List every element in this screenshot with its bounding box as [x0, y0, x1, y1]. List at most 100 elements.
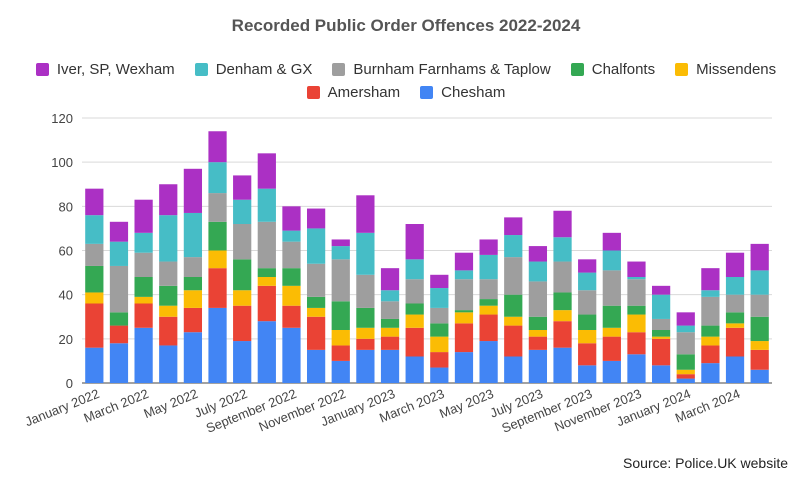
bar-segment-chalfonts: Chalfonts — Feb 2023: 5 — [405, 303, 424, 315]
bar-segment-iver-sp-wexham: Iver, SP, Wexham — Mar 2024: 11 — [725, 252, 745, 277]
bar-segment-iver-sp-wexham: Iver, SP, Wexham — Oct 2022: 9 — [306, 208, 326, 229]
bar-segment-amersham: Amersham — Jun 2023: 14 — [504, 325, 523, 357]
bar-segment-chesham: Chesham — Apr 2024: 6 — [750, 369, 769, 383]
legend-label-chesham: Chesham — [441, 84, 506, 101]
bar-segment-chalfonts: Chalfonts — Dec 2022: 9 — [356, 307, 375, 328]
bar-segment-burnham-farnhams-taplow: Burnham Farnhams & Taplow — Nov 2023: 12 — [627, 279, 646, 306]
bar-segment-iver-sp-wexham: Iver, SP, Wexham — Dec 2023: 4 — [651, 285, 671, 295]
bar-segment-missendens: Missendens — Apr 2023: 5 — [454, 312, 474, 324]
bar-segment-iver-sp-wexham: Iver, SP, Wexham — Jan 2022: 12 — [85, 188, 104, 216]
bar-segment-amersham: Amersham — Dec 2023: 12 — [651, 338, 671, 366]
bar-segment-denham-gx: Denham & GX — Feb 2023: 9 — [405, 259, 424, 280]
legend-item-denham: Denham & GX — [194, 61, 312, 78]
bar-segment-chalfonts: Chalfonts — Aug 2023: 8 — [553, 292, 572, 311]
legend-swatch-chalfonts — [570, 63, 584, 76]
bar-segment-burnham-farnhams-taplow: Burnham Farnhams & Taplow — Jan 2022: 10 — [85, 243, 104, 266]
bar-segment-amersham: Amersham — Oct 2023: 11 — [602, 336, 621, 361]
bar-segment-burnham-farnhams-taplow: Burnham Farnhams & Taplow — Sep 2022: 12 — [282, 241, 301, 269]
legend-item-chalfonts: Chalfonts — [570, 61, 655, 78]
bar-segment-missendens: Missendens — Dec 2022: 5 — [356, 327, 375, 339]
bar-segment-chesham: Chesham — Nov 2023: 13 — [627, 354, 646, 383]
legend-row-1: Iver, SP, Wexham Denham & GX Burnham Far… — [0, 61, 812, 78]
bar-segment-chesham: Chesham — Feb 2023: 12 — [405, 356, 424, 383]
bar-segment-amersham: Amersham — Jul 2023: 6 — [528, 336, 548, 350]
bar-segment-burnham-farnhams-taplow: Burnham Farnhams & Taplow — Jan 2023: 8 — [380, 301, 400, 319]
bar-segment-chesham: Chesham — May 2022: 23 — [183, 332, 203, 383]
legend-swatch-amersham — [306, 86, 320, 99]
legend-item-missendens: Missendens — [675, 61, 776, 78]
bar-segment-burnham-farnhams-taplow: Burnham Farnhams & Taplow — Apr 2023: 14 — [454, 279, 474, 311]
bar-segment-missendens: Missendens — Sep 2023: 6 — [578, 330, 597, 344]
bar-segment-chesham: Chesham — Jul 2022: 19 — [233, 341, 252, 383]
bar-segment-chesham: Chesham — Aug 2022: 28 — [257, 321, 276, 383]
bar-segment-burnham-farnhams-taplow: Burnham Farnhams & Taplow — Dec 2022: 15 — [356, 274, 375, 308]
bar-segment-denham-gx: Denham & GX — Dec 2022: 19 — [356, 232, 375, 275]
bar-segment-amersham: Amersham — Dec 2022: 5 — [356, 338, 375, 350]
bar-segment-chesham: Chesham — Mar 2023: 7 — [430, 367, 449, 383]
bar-segment-chesham: Chesham — Feb 2024: 9 — [701, 363, 720, 383]
bar-segment-iver-sp-wexham: Iver, SP, Wexham — Feb 2022: 9 — [109, 221, 129, 242]
legend-label-iver: Iver, SP, Wexham — [56, 61, 175, 78]
bar-segment-denham-gx: Denham & GX — Jan 2024: 3 — [676, 325, 695, 333]
y-tick-label: 60 — [59, 244, 73, 259]
bar-segment-burnham-farnhams-taplow: Burnham Farnhams & Taplow — May 2023: 9 — [479, 279, 498, 300]
bar-segment-chalfonts: Chalfonts — May 2022: 6 — [183, 277, 203, 291]
bar-segment-burnham-farnhams-taplow: Burnham Farnhams & Taplow — Apr 2024: 10 — [750, 294, 769, 317]
bar-segment-denham-gx: Denham & GX — Apr 2022: 21 — [159, 215, 178, 262]
bar-segment-denham-gx: Denham & GX — Apr 2024: 11 — [750, 270, 769, 295]
bar-segment-iver-sp-wexham: Iver, SP, Wexham — Jul 2022: 11 — [233, 175, 252, 200]
bar-segment-iver-sp-wexham: Iver, SP, Wexham — Feb 2023: 16 — [405, 224, 424, 260]
bar-segment-iver-sp-wexham: Iver, SP, Wexham — May 2022: 20 — [183, 168, 203, 213]
bar-segment-chalfonts: Chalfonts — Jun 2023: 10 — [504, 294, 523, 317]
legend-row-2: Amersham Chesham — [0, 84, 812, 101]
bar-segment-iver-sp-wexham: Iver, SP, Wexham — Jun 2022: 14 — [208, 131, 227, 163]
bar-segment-amersham: Amersham — Jan 2022: 20 — [85, 303, 104, 348]
bar-segment-chalfonts: Chalfonts — Oct 2023: 10 — [602, 305, 621, 328]
bar-segment-missendens: Missendens — Sep 2022: 9 — [282, 285, 301, 306]
bar-segment-chalfonts: Chalfonts — Jan 2024: 7 — [676, 354, 695, 370]
bar-segment-iver-sp-wexham: Iver, SP, Wexham — Jun 2023: 8 — [504, 217, 523, 236]
bar-segment-chalfonts: Chalfonts — May 2023: 3 — [479, 299, 498, 306]
bar-segment-chesham: Chesham — May 2023: 19 — [479, 341, 498, 383]
bar-segment-amersham: Amersham — May 2023: 12 — [479, 314, 498, 342]
bar-segment-denham-gx: Denham & GX — Aug 2022: 15 — [257, 188, 276, 222]
bar-segment-amersham: Amersham — Mar 2024: 13 — [725, 327, 745, 357]
bar-segment-burnham-farnhams-taplow: Burnham Farnhams & Taplow — Sep 2023: 11 — [578, 290, 597, 315]
bar-segment-missendens: Missendens — May 2022: 8 — [183, 290, 203, 308]
bar-segment-chesham: Chesham — Jun 2023: 12 — [504, 356, 523, 383]
bar-segment-chesham: Chesham — Oct 2022: 15 — [306, 349, 326, 383]
legend-swatch-iver — [35, 63, 49, 76]
bar-segment-iver-sp-wexham: Iver, SP, Wexham — May 2023: 7 — [479, 239, 498, 255]
bar-segment-chesham: Chesham — Jul 2023: 15 — [528, 349, 548, 383]
bar-segment-amersham: Amersham — Jun 2022: 18 — [208, 268, 227, 308]
bar-segment-burnham-farnhams-taplow: Burnham Farnhams & Taplow — Aug 2023: 14 — [553, 261, 572, 293]
legend-swatch-denham — [194, 63, 208, 76]
bar-segment-denham-gx: Denham & GX — Sep 2022: 5 — [282, 230, 301, 242]
bar-segment-burnham-farnhams-taplow: Burnham Farnhams & Taplow — Jun 2022: 13 — [208, 193, 227, 222]
bar-segment-iver-sp-wexham: Iver, SP, Wexham — Jan 2024: 6 — [676, 312, 695, 326]
y-tick-label: 100 — [51, 155, 73, 170]
legend-label-missendens: Missendens — [696, 61, 777, 78]
bar-segment-amersham: Amersham — Feb 2022: 8 — [109, 325, 129, 344]
bar-segment-burnham-farnhams-taplow: Burnham Farnhams & Taplow — Feb 2024: 13 — [701, 296, 720, 326]
bar-segment-denham-gx: Denham & GX — Feb 2024: 3 — [701, 290, 720, 297]
bar-segment-amersham: Amersham — Feb 2024: 8 — [701, 345, 720, 364]
bar-segment-chesham: Chesham — Feb 2022: 18 — [109, 343, 129, 383]
bar-segment-missendens: Missendens — Mar 2023: 7 — [430, 336, 449, 353]
bar-segment-chesham: Chesham — Mar 2024: 12 — [725, 356, 745, 383]
bar-segment-amersham: Amersham — Jan 2023: 6 — [380, 336, 400, 350]
bar-segment-missendens: Missendens — Nov 2022: 7 — [331, 330, 350, 346]
bar-segment-iver-sp-wexham: Iver, SP, Wexham — Mar 2023: 6 — [430, 274, 449, 289]
bar-segment-amersham: Amersham — Oct 2022: 15 — [306, 316, 326, 350]
bar-segment-chesham: Chesham — Jan 2024: 2 — [676, 378, 695, 383]
y-tick-label: 20 — [59, 332, 73, 347]
bar-segment-iver-sp-wexham: Iver, SP, Wexham — Apr 2022: 14 — [159, 184, 178, 216]
bar-segment-denham-gx: Denham & GX — Dec 2023: 11 — [651, 294, 671, 319]
bar-segment-burnham-farnhams-taplow: Burnham Farnhams & Taplow — Mar 2022: 11 — [134, 252, 153, 277]
bar-segment-denham-gx: Denham & GX — Oct 2023: 9 — [602, 250, 621, 271]
bar-segment-missendens: Missendens — Mar 2024: 2 — [725, 323, 745, 328]
bar-segment-chalfonts: Chalfonts — Jul 2023: 6 — [528, 316, 548, 330]
bar-segment-burnham-farnhams-taplow: Burnham Farnhams & Taplow — Dec 2023: 5 — [651, 318, 671, 330]
source-note: Source: Police.UK website — [623, 455, 788, 471]
bar-segment-denham-gx: Denham & GX — May 2023: 11 — [479, 254, 498, 280]
